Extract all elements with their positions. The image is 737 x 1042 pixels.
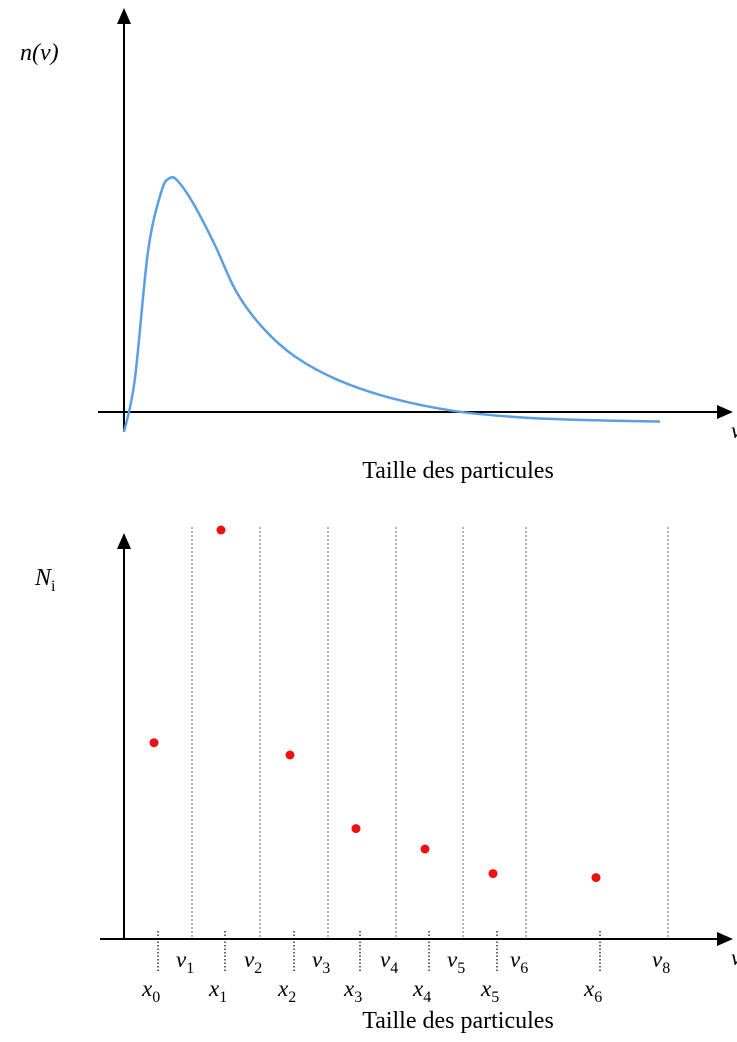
v-tick-label: v8	[652, 947, 670, 977]
x-tick-label: x4	[412, 976, 431, 1006]
v-tick-label: v4	[380, 947, 398, 977]
x-tick-label: x0	[141, 976, 160, 1006]
top-chart: n(v) v Taille des particules	[20, 8, 737, 484]
size-distribution-curve	[122, 175, 661, 433]
bottom-y-arrow-icon	[117, 533, 131, 549]
bottom-chart-marks: v1 v2 v3 v4 v5 v6 v8 x0 x1 x2 x3 x4 x5 x6	[141, 525, 670, 1006]
x-tick-label: x5	[480, 976, 499, 1006]
bottom-x-end-label: v	[731, 945, 737, 970]
data-point	[591, 873, 601, 883]
top-y-label: n(v)	[20, 40, 59, 66]
bottom-chart: Ni v v1 v2 v3 v4 v5 v6 v8 x0 x1 x2 x3 x4 x5 x6 Taille…	[34, 525, 737, 1034]
data-point	[285, 750, 295, 760]
v-tick-label: v5	[447, 947, 465, 977]
v-tick-label: v3	[312, 947, 330, 977]
x-tick-label: x3	[343, 976, 362, 1006]
x-tick-label: x6	[583, 976, 602, 1006]
bottom-y-label: Ni	[34, 565, 56, 595]
bottom-x-arrow-icon	[717, 932, 733, 946]
data-point	[420, 844, 430, 854]
v-tick-label: v6	[510, 947, 528, 977]
data-point	[149, 738, 159, 748]
data-point	[488, 869, 498, 879]
top-x-arrow-icon	[717, 405, 733, 419]
x-tick-label: x2	[277, 976, 296, 1006]
data-point	[216, 525, 226, 535]
bottom-caption: Taille des particules	[362, 1008, 554, 1034]
top-y-arrow-icon	[117, 8, 131, 24]
v-tick-label: v2	[244, 947, 262, 977]
top-x-end-label: v	[731, 418, 737, 443]
x-tick-label: x1	[208, 976, 227, 1006]
data-point	[351, 824, 361, 834]
v-tick-label: v1	[176, 947, 194, 977]
top-caption: Taille des particules	[362, 458, 554, 484]
